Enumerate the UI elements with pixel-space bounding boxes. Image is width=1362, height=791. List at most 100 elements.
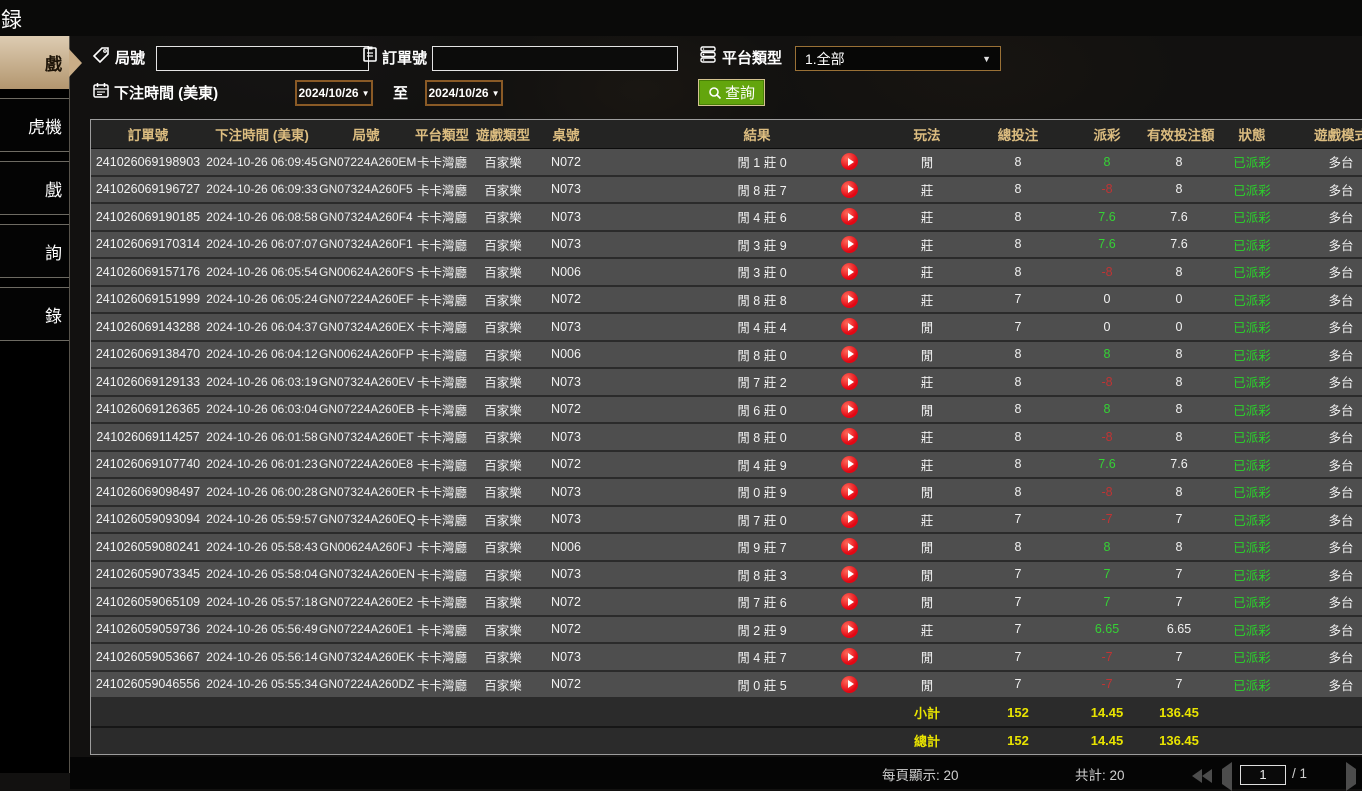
play-icon[interactable] <box>841 208 858 226</box>
cell-table-no: N072 <box>551 622 581 637</box>
play-icon[interactable] <box>841 290 858 308</box>
table-row: 241026059053667 2024-10-26 05:56:14 GN07… <box>91 644 1362 672</box>
page-number-input[interactable]: 1 <box>1240 765 1286 785</box>
play-icon[interactable] <box>841 428 858 446</box>
round-number-input[interactable] <box>156 46 369 71</box>
play-icon[interactable] <box>841 538 858 556</box>
cell-play: 閒 <box>920 596 934 611</box>
order-number-input[interactable] <box>432 46 678 71</box>
cell-game-mode: 多台 <box>1328 238 1354 253</box>
cell-platform: 卡卡灣廳 <box>416 266 467 281</box>
result-text: 閒 9 莊 7 <box>737 541 787 556</box>
cell-game-type: 百家樂 <box>484 348 522 363</box>
cell-order-no: 241026059053667 <box>95 649 201 664</box>
sidebar-item-game[interactable]: 戲 <box>0 161 69 215</box>
cell-valid-bet: 8 <box>1175 264 1183 279</box>
result-text: 閒 0 莊 5 <box>737 678 787 693</box>
first-page-button[interactable] <box>1192 769 1212 783</box>
sidebar-item-live-game[interactable]: 戲 <box>0 36 69 89</box>
play-icon[interactable] <box>841 675 858 693</box>
play-icon[interactable] <box>841 180 858 198</box>
cell-order-no: 241026069098497 <box>95 484 201 499</box>
cell-total-bet: 8 <box>1014 347 1022 362</box>
cell-game-mode: 多台 <box>1328 431 1354 446</box>
play-icon[interactable] <box>841 345 858 363</box>
play-icon[interactable] <box>841 565 858 583</box>
sidebar-item-query[interactable]: 詢 <box>0 224 69 278</box>
cell-order-no: 241026069157176 <box>95 264 201 279</box>
play-icon[interactable] <box>841 483 858 501</box>
cell-game-type: 百家樂 <box>484 156 522 171</box>
play-icon[interactable] <box>841 235 858 253</box>
play-icon[interactable] <box>841 153 858 171</box>
play-icon[interactable] <box>841 400 858 418</box>
cell-round-no: GN07224A260EM <box>319 154 417 169</box>
cell-result: 閒 1 莊 0 <box>597 152 885 171</box>
next-page-button[interactable] <box>1346 762 1356 791</box>
result-text: 閒 7 莊 2 <box>737 376 787 391</box>
date-to-value: 2024/10/26 <box>428 86 489 100</box>
search-button[interactable]: 查詢 <box>698 79 765 106</box>
cell-round-no: GN00624A260FJ <box>319 539 413 554</box>
cell-status: 已派彩 <box>1233 348 1271 363</box>
cell-platform: 卡卡灣廳 <box>416 541 467 556</box>
cell-result: 閒 7 莊 2 <box>597 372 885 391</box>
cell-total-bet: 8 <box>1014 237 1022 252</box>
cell-payout: -8 <box>1101 264 1113 279</box>
play-icon[interactable] <box>841 455 858 473</box>
cell-payout: -8 <box>1101 484 1113 499</box>
play-icon[interactable] <box>841 373 858 391</box>
sidebar-item-label: 詢 <box>45 243 62 263</box>
cell-play: 閒 <box>920 348 934 363</box>
sidebar-item-slots[interactable]: 虎機 <box>0 98 69 152</box>
cell-play: 莊 <box>920 458 934 473</box>
cell-result: 閒 8 莊 0 <box>597 427 885 446</box>
cell-total-bet: 7 <box>1014 677 1022 692</box>
per-page-label: 每頁顯示: 20 <box>882 768 959 783</box>
cell-valid-bet: 7 <box>1175 567 1183 582</box>
play-icon[interactable] <box>841 263 858 281</box>
sidebar-item-label: 戲 <box>45 180 62 200</box>
arrow-right-icon <box>1346 762 1356 791</box>
cell-bet-time: 2024-10-26 06:00:28 <box>206 484 318 499</box>
platform-type-select[interactable]: 1.全部 ▼ <box>795 46 1001 71</box>
cell-total-bet: 7 <box>1014 649 1022 664</box>
cell-game-type: 百家樂 <box>484 376 522 391</box>
total-count-label: 共計: 20 <box>1075 768 1125 783</box>
grand-total-valid-bet: 136.45 <box>1159 733 1199 749</box>
result-text: 閒 4 莊 7 <box>737 651 787 666</box>
cell-payout: -7 <box>1101 512 1113 527</box>
cell-platform: 卡卡灣廳 <box>416 678 467 693</box>
cell-bet-time: 2024-10-26 05:58:43 <box>206 539 318 554</box>
cell-platform: 卡卡灣廳 <box>416 238 467 253</box>
cell-bet-time: 2024-10-26 06:08:58 <box>206 209 318 224</box>
page-total-label: / 1 <box>1292 766 1308 781</box>
cell-status: 已派彩 <box>1233 376 1271 391</box>
cell-result: 閒 4 莊 4 <box>597 317 885 336</box>
cell-order-no: 241026069138470 <box>95 347 201 362</box>
bet-records-table: 訂單號 下注時間 (美東) 局號 平台類型 遊戲類型 桌號 結果 玩法 總投注 … <box>90 119 1362 755</box>
cell-game-type: 百家樂 <box>484 568 522 583</box>
sidebar-item-records[interactable]: 錄 <box>0 287 69 341</box>
col-header-valid-bet: 有效投注額 <box>1147 128 1215 143</box>
cell-payout: -7 <box>1101 649 1113 664</box>
sidebar-item-label: 戲 <box>45 55 62 74</box>
cell-game-type: 百家樂 <box>484 183 522 198</box>
cell-valid-bet: 7 <box>1175 512 1183 527</box>
play-icon[interactable] <box>841 593 858 611</box>
cell-play: 莊 <box>920 266 934 281</box>
cell-order-no: 241026059073345 <box>95 567 201 582</box>
cell-game-mode: 多台 <box>1328 156 1354 171</box>
play-icon[interactable] <box>841 648 858 666</box>
play-icon[interactable] <box>841 318 858 336</box>
play-icon[interactable] <box>841 620 858 638</box>
cell-table-no: N073 <box>551 484 581 499</box>
result-text: 閒 4 莊 4 <box>737 321 787 336</box>
result-text: 閒 1 莊 0 <box>737 156 787 171</box>
table-row: 241026069114257 2024-10-26 06:01:58 GN07… <box>91 424 1362 452</box>
date-to-picker[interactable]: 2024/10/26 ▼ <box>425 80 503 106</box>
play-icon[interactable] <box>841 510 858 528</box>
date-from-picker[interactable]: 2024/10/26 ▼ <box>295 80 373 106</box>
cell-status: 已派彩 <box>1233 458 1271 473</box>
previous-page-button[interactable] <box>1222 762 1232 791</box>
